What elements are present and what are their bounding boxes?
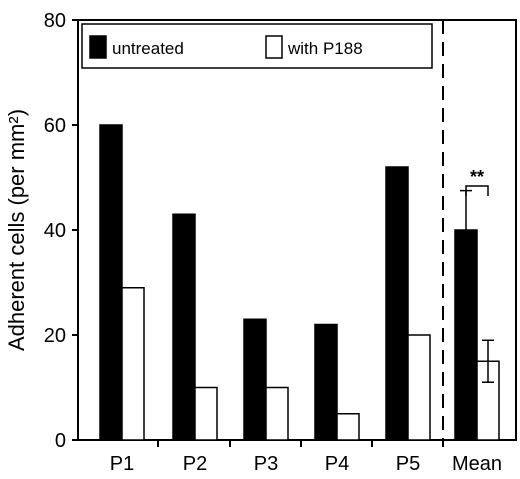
bar-untreated-p1	[99, 124, 123, 441]
x-tick-label: P1	[110, 453, 134, 475]
bars	[99, 124, 500, 441]
legend-box	[81, 23, 433, 69]
legend-label-untreated: untreated	[112, 39, 184, 58]
x-tick-label: P5	[396, 453, 420, 475]
bar-with-p188-p3	[265, 386, 289, 441]
y-tick-label: 0	[55, 430, 66, 452]
bar-with-p188-p5	[407, 334, 431, 441]
bar-with-p188-p1	[121, 287, 145, 441]
bar-untreated-p5	[385, 166, 409, 441]
y-tick-label: 60	[44, 115, 66, 137]
axes: 0 20 40 60 80 Adherent cells (per mm²) P1 P2 P3 P…	[4, 10, 517, 475]
legend-swatch-with-p188	[265, 35, 283, 59]
bar-untreated-p3	[243, 318, 267, 441]
y-tick-label: 80	[44, 10, 66, 32]
legend-label-with-p188: with P188	[287, 39, 363, 58]
x-tick-label: P3	[254, 453, 278, 475]
y-tick-label: 20	[44, 325, 66, 347]
annotations: **	[465, 167, 489, 196]
bar-untreated-p2	[172, 213, 196, 441]
bar-with-p188-p4	[336, 413, 360, 441]
legend: untreated with P188	[81, 23, 433, 69]
significance-label: **	[470, 167, 484, 187]
y-tick-label: 40	[44, 220, 66, 242]
bar-untreated-p4	[314, 323, 338, 441]
x-tick-label: Mean	[452, 453, 502, 475]
x-tick-label: P4	[325, 453, 349, 475]
legend-swatch-untreated	[89, 35, 107, 59]
x-tick-label: P2	[183, 453, 207, 475]
bar-with-p188-p2	[194, 386, 218, 441]
bar-untreated-mean	[454, 229, 478, 441]
y-axis-title: Adherent cells (per mm²)	[4, 109, 29, 351]
significance-bracket	[465, 185, 489, 196]
